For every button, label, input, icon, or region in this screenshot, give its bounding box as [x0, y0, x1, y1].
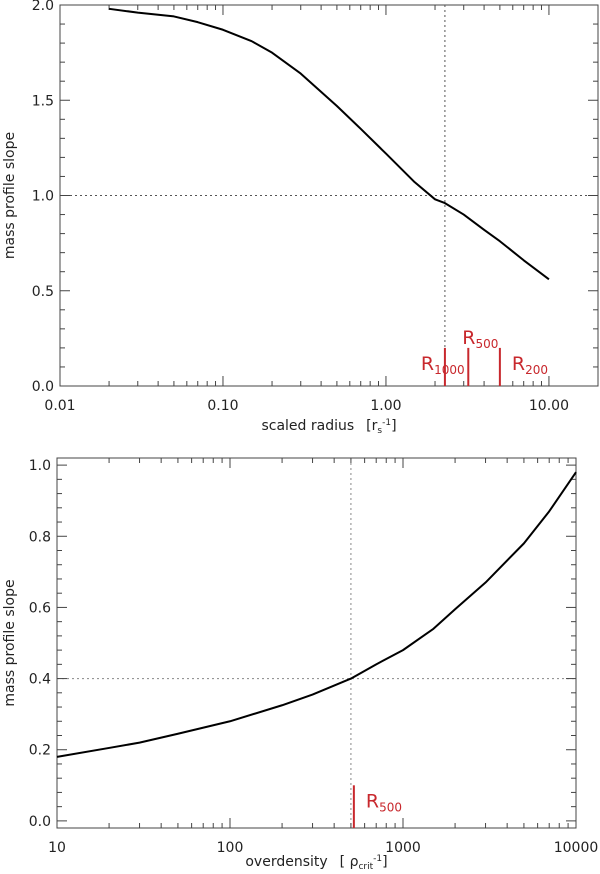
x-tick-label: 1.00 — [370, 398, 401, 414]
radius-marker-subscript: 200 — [525, 363, 548, 377]
radius-marker-label: R500 — [366, 790, 402, 814]
top-panel-slope-vs-radius: 0.01 0.10 1.00 10.000.00.51.01.52.0R1000R50… — [2, 0, 599, 436]
bottom-panel-slope-vs-overdensity: 10 100 1000 10000 0.0 0.2 0.4 0.6 0.8 1.0 R500 over… — [2, 457, 599, 872]
y-tick-label: 1.5 — [32, 93, 54, 109]
x-axis-title-units-close: ] — [382, 854, 387, 870]
y-tick-label: 0.5 — [32, 284, 54, 300]
x-axis-title-units: [r — [366, 418, 377, 434]
x-tick-label: 10000 — [554, 840, 599, 856]
x-axis-title-units-sub: s — [377, 426, 382, 436]
y-tick-label: 0.8 — [29, 529, 51, 545]
radius-marker-subscript: 1000 — [434, 363, 465, 377]
x-tick-label: 1000 — [385, 840, 421, 856]
y-tick-label: 0.0 — [29, 814, 51, 830]
y-tick-label: 2.0 — [32, 0, 54, 14]
x-tick-label: 100 — [217, 840, 244, 856]
x-axis-title-main: overdensity — [245, 854, 327, 870]
radius-marker-subscript: 500 — [475, 337, 498, 351]
y-tick-label: 0.2 — [29, 743, 51, 759]
x-tick-label: 10 — [48, 840, 66, 856]
x-axis-title-units-sub: crit — [358, 862, 373, 872]
x-tick-label: 0.01 — [44, 398, 75, 414]
radius-marker-label: R200 — [512, 353, 548, 377]
x-tick-label: 10.00 — [529, 398, 569, 414]
y-tick-label: 1.0 — [29, 458, 51, 474]
y-tick-label: 0.6 — [29, 600, 51, 616]
x-axis-title-units-sup: -1 — [382, 418, 391, 428]
x-axis-title: scaled radius [rs-1] — [261, 418, 396, 436]
x-tick-label: 0.10 — [207, 398, 238, 414]
radius-marker-letter: R — [421, 353, 434, 375]
mass-slope-curve — [108, 7, 550, 281]
radius-marker-label: R1000 — [421, 353, 465, 377]
y-tick-label: 1.0 — [32, 189, 54, 205]
radius-marker-letter: R — [512, 353, 525, 375]
radius-marker-letter: R — [462, 327, 475, 349]
x-axis-title: overdensity [ ρcrit-1] — [245, 854, 387, 872]
y-tick-label: 0.4 — [29, 672, 51, 688]
plot-frame — [56, 457, 577, 829]
y-axis-title: mass profile slope — [2, 579, 18, 706]
x-axis-title-units-sup: -1 — [373, 854, 382, 864]
mass-slope-curve — [56, 471, 577, 758]
x-axis-title-units: [ ρ — [340, 854, 359, 870]
x-axis-title-main: scaled radius — [261, 418, 354, 434]
radius-marker-letter: R — [366, 790, 379, 812]
radius-marker-subscript: 500 — [379, 800, 402, 814]
x-axis-title-units-close: ] — [391, 418, 396, 434]
radius-marker-label: R500 — [462, 327, 498, 351]
y-axis-title: mass profile slope — [2, 132, 18, 259]
y-tick-label: 0.0 — [32, 379, 54, 395]
